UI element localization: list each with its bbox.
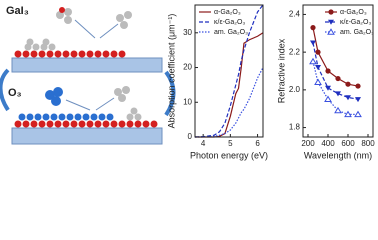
- legend-marker: [328, 19, 334, 25]
- surface-atoms: [14, 50, 126, 58]
- legend-label: am. Ga₂O₃: [340, 29, 374, 36]
- x-tick-label: 600: [341, 139, 355, 148]
- y-tick-label: 2.2: [289, 47, 301, 56]
- marker: [309, 57, 317, 65]
- x-tick-label: 200: [301, 139, 315, 148]
- cycle-arrow: [164, 70, 176, 117]
- marker: [315, 65, 321, 71]
- marker: [334, 106, 342, 114]
- substrate: [11, 127, 163, 145]
- x-tick-label: 5: [228, 139, 233, 148]
- cycle-arrow: [0, 68, 10, 112]
- x-axis-label: Wavelength (nm): [304, 150, 372, 160]
- x-axis-label: Photon energy (eV): [190, 150, 268, 160]
- substrate: [11, 57, 163, 73]
- oxygen: [18, 87, 114, 121]
- series-line: [194, 4, 264, 138]
- marker: [344, 110, 352, 118]
- marker: [325, 68, 331, 74]
- series-line: [312, 42, 359, 100]
- series-line: [195, 67, 264, 138]
- marker: [325, 85, 331, 91]
- legend-label: α-Ga₂O₃: [340, 9, 367, 16]
- marker: [310, 40, 316, 46]
- series-line: [195, 32, 264, 138]
- arrow: [74, 19, 119, 39]
- x-tick-label: 400: [321, 139, 335, 148]
- series-line: [312, 27, 359, 87]
- y-tick-label: 30: [183, 28, 192, 37]
- y-axis-label: Absorption coefficient (μm⁻¹): [166, 14, 176, 129]
- legend-marker: [328, 9, 334, 15]
- y-tick-label: 10: [183, 97, 192, 106]
- series-line: [312, 61, 358, 115]
- marker: [355, 83, 361, 89]
- diagram: GaI₃ O₃: [0, 5, 176, 145]
- arrow: [65, 97, 115, 111]
- marker: [345, 81, 351, 87]
- marker: [354, 110, 362, 118]
- legend-label: α-Ga₂O₃: [214, 9, 241, 16]
- y-tick-label: 2.4: [289, 10, 301, 19]
- plot-frame: [194, 4, 264, 138]
- figure: GaI₃ O₃ 0 10 20 30 4 5 6 Photon energy (eV) Abso…: [0, 4, 375, 160]
- marker: [355, 97, 361, 103]
- precursor: [24, 8, 132, 51]
- y-tick-label: 20: [183, 63, 192, 72]
- x-tick-label: 6: [255, 139, 260, 148]
- marker: [335, 75, 341, 82]
- legend-label: κ/ε-Ga₂O₃: [214, 19, 245, 26]
- marker: [324, 95, 332, 102]
- surface-atoms: [14, 120, 158, 128]
- legend-label: am. Ga₂O₃: [214, 29, 248, 36]
- x-tick-label: 4: [201, 139, 206, 148]
- ga-atom: [59, 7, 65, 13]
- marker: [335, 91, 341, 97]
- marker: [310, 25, 316, 31]
- marker: [345, 95, 351, 101]
- y-tick-label: 0: [188, 132, 193, 141]
- legend-label: κ/ε-Ga₂O₃: [340, 19, 371, 26]
- y-axis-label: Refractive index: [276, 38, 286, 103]
- marker: [315, 49, 321, 55]
- y-tick-label: 2.0: [289, 85, 301, 94]
- byproduct: [114, 86, 142, 121]
- marker: [314, 78, 322, 86]
- x-tick-label: 800: [361, 139, 375, 148]
- legend-marker: [327, 28, 335, 35]
- label: O₃: [8, 87, 22, 99]
- y-tick-label: 1.8: [289, 123, 301, 132]
- plot-frame: [302, 4, 374, 138]
- label: GaI₃: [6, 5, 29, 17]
